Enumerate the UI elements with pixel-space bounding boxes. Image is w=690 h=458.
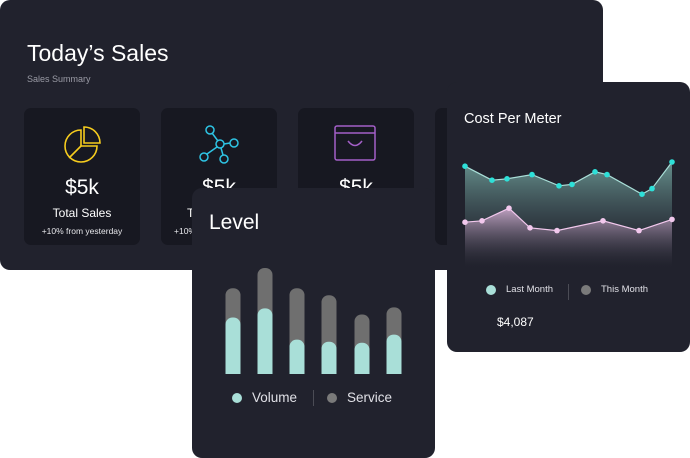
bar-volume-base [354, 367, 370, 374]
shopping-bag-icon [333, 122, 379, 168]
data-point [592, 169, 598, 175]
data-point [569, 181, 575, 188]
bar-volume [321, 341, 337, 374]
bar-volume-base [225, 367, 241, 374]
legend-label: Service [347, 390, 393, 405]
legend-divider [313, 390, 314, 406]
bar-volume-base [257, 367, 273, 374]
level-legend-volume[interactable]: Volume [232, 390, 297, 405]
data-point [462, 219, 468, 225]
data-point [649, 185, 655, 192]
bar-volume-base [386, 367, 402, 374]
data-point [604, 171, 610, 178]
sales-subtitle: Sales Summary [27, 74, 91, 84]
sales-title: Today’s Sales [27, 40, 169, 66]
series-area-this-month [465, 208, 672, 267]
data-point [479, 218, 485, 224]
bar-volume-base [321, 367, 337, 374]
cost-amount: $4,087 [497, 315, 534, 329]
data-point [600, 218, 606, 224]
card-change: +10% [174, 226, 196, 236]
data-point [506, 205, 512, 211]
data-point [556, 183, 562, 189]
data-point [636, 227, 642, 234]
cost-legend-this-month[interactable]: This Month [581, 284, 648, 295]
cost-per-meter-panel: Cost Per Meter Last Month This Month $4,… [447, 82, 690, 352]
level-panel: Level Volume Service [192, 188, 435, 458]
bar-volume-base [289, 367, 305, 374]
legend-divider [568, 284, 569, 300]
legend-dot-icon [232, 392, 242, 403]
bar-volume [257, 308, 273, 374]
legend-dot-icon [486, 284, 496, 295]
network-nodes-icon [196, 122, 242, 168]
pie-chart-icon [59, 122, 105, 168]
data-point [669, 216, 675, 223]
data-point [554, 227, 560, 234]
bar-volume [354, 342, 370, 374]
card-value: $5k [65, 176, 99, 199]
level-bar-chart [225, 268, 402, 374]
bar-volume [386, 334, 402, 374]
bar-volume [289, 339, 305, 374]
data-point [489, 177, 495, 183]
cost-title: Cost Per Meter [464, 111, 562, 127]
series-line-this-month [464, 207, 673, 232]
level-title: Level [209, 211, 260, 234]
card-change: +10% from yesterday [41, 226, 123, 236]
legend-label: Last Month [506, 284, 553, 295]
card-label: T [187, 206, 195, 220]
data-point [529, 171, 535, 178]
legend-dot-icon [581, 284, 591, 295]
level-legend-service[interactable]: Service [327, 390, 392, 405]
data-point [504, 176, 510, 182]
legend-label: Volume [252, 390, 298, 405]
data-point [462, 163, 468, 169]
cost-legend-last-month[interactable]: Last Month [486, 284, 553, 295]
legend-label: This Month [601, 284, 648, 295]
data-point [527, 225, 533, 231]
cost-area-chart [462, 159, 675, 267]
card-label: Total Sales [52, 206, 112, 220]
bar-volume [225, 317, 241, 374]
legend-dot-icon [327, 392, 337, 403]
data-point [639, 191, 645, 197]
data-point [669, 159, 675, 165]
sales-card-total[interactable]: $5k Total Sales +10% from yesterday [24, 108, 140, 245]
